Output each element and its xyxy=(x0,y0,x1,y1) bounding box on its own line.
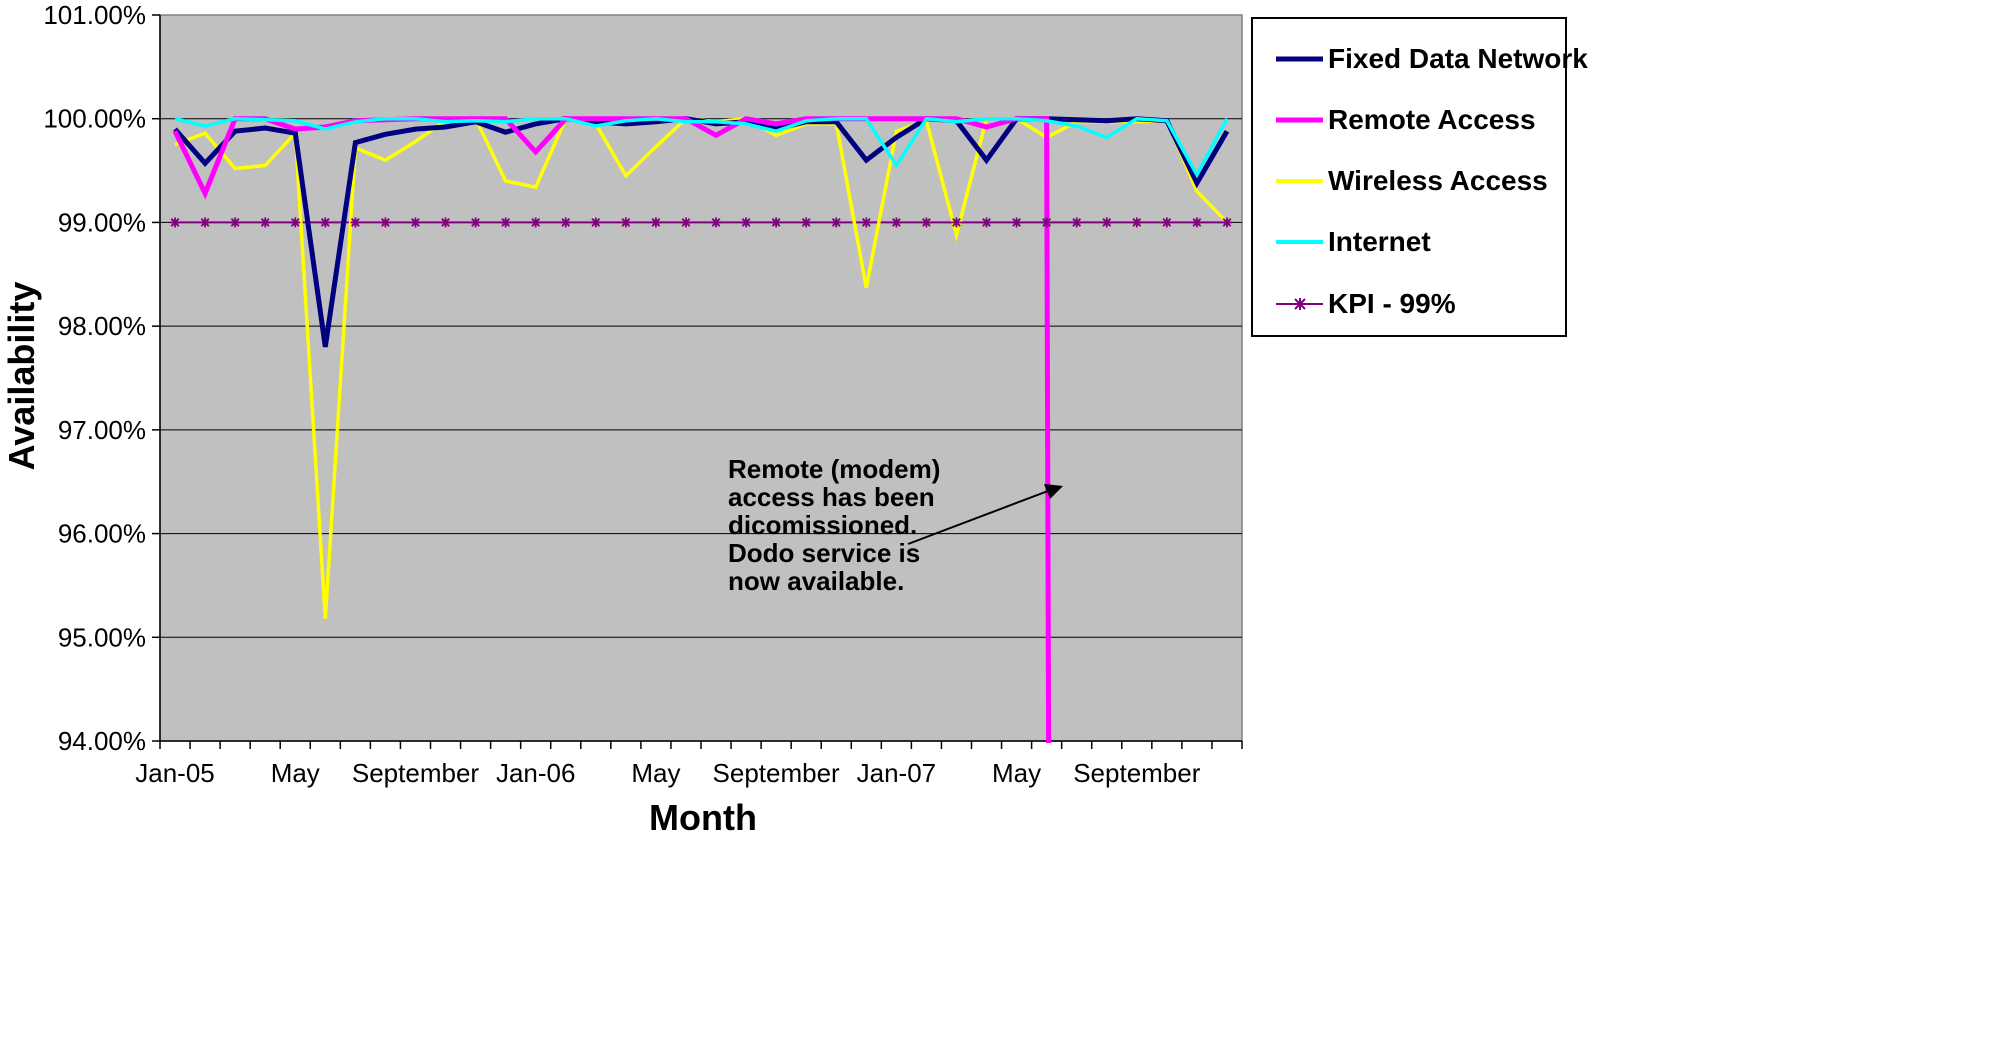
kpi-point xyxy=(1071,217,1082,228)
x-tick-label: September xyxy=(1073,758,1201,788)
kpi-point xyxy=(741,217,752,228)
x-tick-label: September xyxy=(352,758,480,788)
y-tick-label: 101.00% xyxy=(43,0,146,30)
kpi-point xyxy=(410,217,421,228)
axes: 94.00% 95.00% 96.00% 97.00% 98.00% 99.00% 100.… xyxy=(43,0,1243,788)
legend-label-remote-access: Remote Access xyxy=(1328,104,1536,135)
y-axis-title: Availability xyxy=(1,282,42,471)
kpi-point xyxy=(1221,217,1232,228)
kpi-point xyxy=(320,217,331,228)
y-tick-label: 98.00% xyxy=(58,311,146,341)
y-tick-label: 96.00% xyxy=(58,519,146,549)
kpi-point xyxy=(380,217,391,228)
x-tick-label: Jan-06 xyxy=(496,758,576,788)
kpi-point xyxy=(1161,217,1172,228)
kpi-point xyxy=(831,217,842,228)
annotation-arrowhead xyxy=(1044,484,1063,499)
annotation-line-1: Remote (modem) xyxy=(728,454,940,484)
legend-label-kpi: KPI - 99% xyxy=(1328,288,1456,319)
kpi-point xyxy=(921,217,932,228)
legend-box xyxy=(1251,17,1567,337)
kpi-point xyxy=(801,217,812,228)
kpi-point xyxy=(350,217,361,228)
y-tick-label: 100.00% xyxy=(43,104,146,134)
x-axis-title: Month xyxy=(649,797,757,838)
kpi-point xyxy=(590,217,601,228)
kpi-point xyxy=(290,217,301,228)
annotation-arrow xyxy=(907,490,1049,545)
x-tick-label: Jan-05 xyxy=(135,758,215,788)
x-tick-label: May xyxy=(631,758,680,788)
kpi-point xyxy=(891,217,902,228)
kpi-point xyxy=(650,217,661,228)
kpi-point xyxy=(470,217,481,228)
legend-kpi-asterisk-icon xyxy=(1294,298,1306,310)
kpi-point xyxy=(951,217,962,228)
kpi-point xyxy=(170,217,181,228)
legend: Fixed Data Network Remote Access Wireles… xyxy=(1251,17,1588,337)
annotation-line-5: now available. xyxy=(728,566,904,596)
kpi-point xyxy=(771,217,782,228)
kpi-point xyxy=(200,217,211,228)
legend-label-fixed-data-network: Fixed Data Network xyxy=(1328,43,1588,74)
x-tick-label: September xyxy=(713,758,841,788)
legend-label-wireless-access: Wireless Access xyxy=(1328,165,1548,196)
series-lines xyxy=(172,116,1230,744)
kpi-point xyxy=(711,217,722,228)
annotation-line-3: dicomissioned. xyxy=(728,510,917,540)
y-tick-label: 99.00% xyxy=(58,207,146,237)
kpi-point xyxy=(1131,217,1142,228)
y-tick-label: 94.00% xyxy=(58,726,146,756)
annotation: Remote (modem) access has been dicomissi… xyxy=(728,454,1063,596)
kpi-point xyxy=(680,217,691,228)
kpi-point xyxy=(1191,217,1202,228)
annotation-line-4: Dodo service is xyxy=(728,538,920,568)
kpi-point xyxy=(861,217,872,228)
x-tick-label: May xyxy=(992,758,1041,788)
kpi-point xyxy=(440,217,451,228)
kpi-point xyxy=(230,217,241,228)
plot-area xyxy=(159,14,1243,742)
kpi-markers xyxy=(170,217,1232,228)
x-tick-label: Jan-07 xyxy=(857,758,937,788)
legend-label-internet: Internet xyxy=(1328,226,1431,257)
kpi-point xyxy=(620,217,631,228)
y-tick-label: 95.00% xyxy=(58,622,146,652)
kpi-point xyxy=(260,217,271,228)
kpi-point xyxy=(1041,217,1052,228)
kpi-point xyxy=(500,217,511,228)
series-line-internet xyxy=(174,116,1229,179)
y-tick-label: 97.00% xyxy=(58,415,146,445)
kpi-point xyxy=(560,217,571,228)
annotation-line-2: access has been xyxy=(728,482,935,512)
kpi-point xyxy=(1011,217,1022,228)
kpi-point xyxy=(1101,217,1112,228)
x-tick-label: May xyxy=(271,758,320,788)
kpi-point xyxy=(981,217,992,228)
kpi-point xyxy=(530,217,541,228)
